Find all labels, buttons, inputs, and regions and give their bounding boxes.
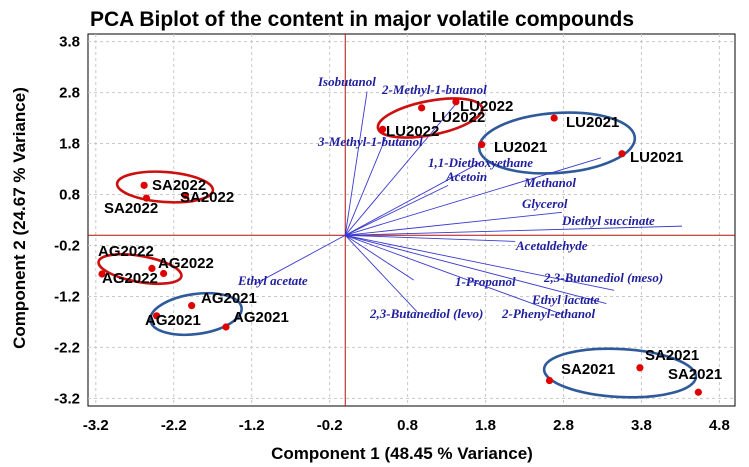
- chart-title: PCA Biplot of the content in major volat…: [90, 8, 634, 31]
- vector-line: [345, 234, 516, 242]
- observation-point: [418, 104, 426, 112]
- vector-label: 2-Methyl-1-butanol: [381, 82, 487, 97]
- group-ellipse: [542, 347, 698, 399]
- x-tick-label: -0.2: [317, 417, 343, 434]
- observation-label: SA2021: [668, 366, 722, 383]
- observation-point: [188, 302, 196, 310]
- y-tick-label: -3.2: [54, 390, 80, 407]
- observation-point: [181, 191, 190, 200]
- vector-line: [345, 225, 683, 236]
- group-ellipse: [477, 111, 637, 175]
- observation-point: [140, 181, 148, 189]
- loading-vectors: Isobutanol 2-Methyl-1-butanol 3-Methyl-1-b…: [237, 74, 683, 321]
- observation-points: SA2022SA2022SA2022AG2022AG2022AG2022AG20…: [98, 98, 722, 396]
- observation-label: LU2022: [460, 98, 513, 115]
- x-tick-label: -1.2: [239, 417, 265, 434]
- vector-label: Acetoin: [445, 169, 487, 184]
- y-axis-label: Component 2 (24.67 % Variance): [10, 87, 29, 349]
- observation-label: AG2022: [102, 270, 158, 287]
- vector-label: Isobutanol: [317, 74, 376, 89]
- vector-line: [345, 162, 480, 236]
- vector-line: [255, 234, 346, 285]
- observation-label: SA2021: [645, 347, 699, 364]
- observation-label: AG2022: [98, 243, 154, 260]
- x-tick-label: 4.8: [709, 417, 730, 434]
- observation-point: [694, 388, 702, 396]
- observation-point: [222, 323, 230, 331]
- vector-line: [345, 211, 562, 236]
- vector-label: 3-Methyl-1-butanol: [317, 134, 423, 149]
- observation-point: [545, 376, 554, 385]
- vector-line: [344, 137, 387, 236]
- group-ellipse: [376, 97, 484, 139]
- vector-line: [344, 234, 418, 313]
- observation-point: [550, 114, 558, 122]
- observation-point: [618, 150, 626, 158]
- observation-label: LU2022: [386, 123, 439, 140]
- observation-label: AG2022: [158, 255, 214, 272]
- vector-label: 2,3-Butanediol (levo): [369, 306, 483, 321]
- vector-line: [344, 103, 457, 236]
- observation-label: LU2021: [566, 114, 619, 131]
- vector-label: 2-Phenyl-ethanol: [501, 306, 596, 321]
- vector-line: [345, 234, 563, 315]
- y-tick-label: 1.8: [59, 136, 80, 153]
- vector-label: Ethyl acetate: [237, 273, 308, 288]
- vector-label: 1-Propanol: [455, 274, 516, 289]
- observation-label: AG2021: [145, 312, 201, 329]
- observation-point: [452, 98, 460, 106]
- group-ellipses: [97, 97, 698, 399]
- observation-point: [636, 364, 644, 372]
- observation-label: AG2021: [201, 290, 257, 307]
- vector-line: [344, 91, 368, 236]
- x-tick-label: -2.2: [161, 417, 187, 434]
- plot-frame: [87, 33, 736, 407]
- observation-point: [98, 270, 106, 278]
- group-ellipse: [115, 170, 215, 204]
- vector-label: Ethyl lactate: [531, 292, 600, 307]
- observation-label: SA2022: [180, 189, 234, 206]
- vector-line: [345, 184, 449, 236]
- vector-line: [345, 157, 602, 236]
- vector-line: [345, 234, 615, 291]
- observation-label: LU2022: [432, 109, 485, 126]
- tick-labels: -3.2 -2.2 -1.2 -0.2 0.8 1.8 2.8 3.8 4.8 3.8 2.8 1.8…: [54, 34, 730, 434]
- observation-label: LU2021: [494, 139, 547, 156]
- observation-point: [379, 125, 387, 133]
- x-tick-label: 3.8: [631, 417, 652, 434]
- observation-label: SA2022: [104, 200, 158, 217]
- x-tick-label: 0.8: [397, 417, 418, 434]
- vector-label: Acetaldehyde: [515, 238, 588, 253]
- observation-point: [160, 269, 168, 278]
- x-tick-label: -3.2: [83, 417, 109, 434]
- vector-label: Methanol: [523, 175, 576, 190]
- vector-label: Glycerol: [522, 196, 568, 211]
- y-tick-label: -2.2: [54, 339, 80, 356]
- y-tick-label: 0.8: [59, 187, 80, 204]
- observation-point: [478, 140, 486, 149]
- vector-line: [345, 234, 607, 305]
- observation-point: [152, 312, 161, 320]
- observation-point: [148, 264, 156, 273]
- vector-line: [344, 234, 415, 281]
- x-tick-label: 2.8: [553, 417, 574, 434]
- group-ellipse: [149, 291, 243, 337]
- vector-label: 1,1-Diethoxyethane: [428, 155, 533, 170]
- zero-axes: [88, 34, 735, 406]
- x-axis-label: Component 1 (48.45 % Variance): [271, 444, 533, 463]
- y-tick-label: -0.2: [54, 237, 80, 254]
- observation-label: SA2021: [561, 361, 615, 378]
- y-tick-label: 2.8: [59, 85, 80, 102]
- group-ellipse: [97, 252, 183, 286]
- observation-label: LU2021: [630, 149, 683, 166]
- x-tick-label: 1.8: [475, 417, 496, 434]
- observation-label: AG2021: [233, 309, 289, 326]
- observation-point: [142, 194, 151, 202]
- vector-label: 2,3-Butanediol (meso): [543, 270, 663, 285]
- vector-label: Diethyl succinate: [561, 213, 655, 228]
- observation-label: SA2022: [152, 177, 206, 194]
- y-tick-label: -1.2: [54, 288, 80, 305]
- y-tick-label: 3.8: [59, 34, 80, 51]
